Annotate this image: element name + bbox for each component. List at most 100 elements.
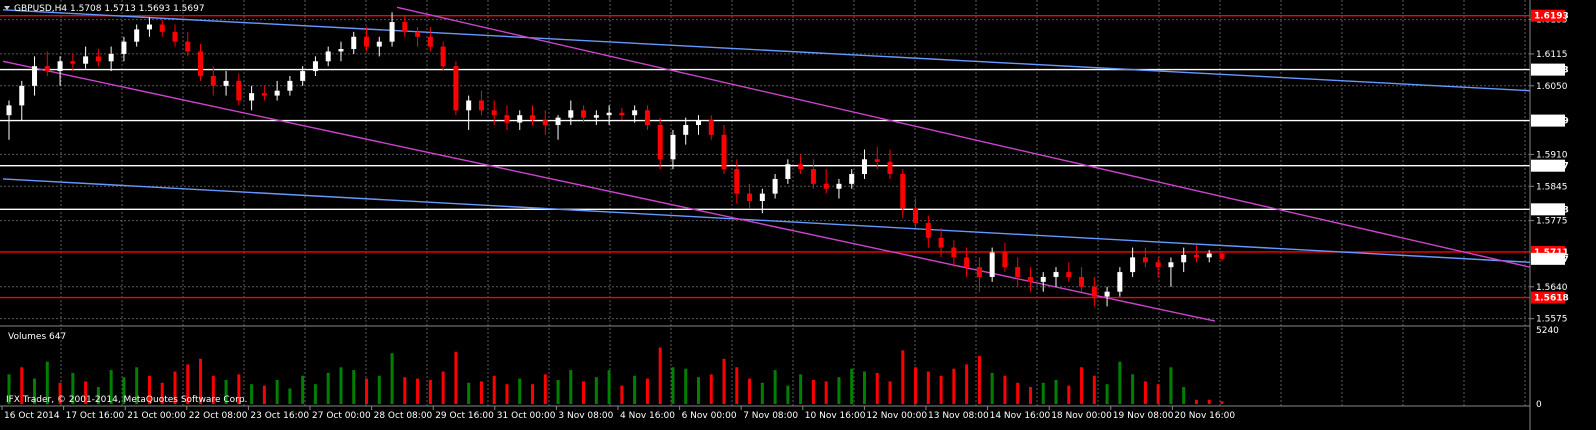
copyright-text: IFX Trader, © 2001-2014, MetaQuotes Soft… [6,395,247,405]
volume-bar [237,374,241,404]
candle-body [44,66,50,72]
candle-body [1181,254,1187,263]
time-label: 17 Oct 16:00 [66,411,125,421]
volume-bar [582,381,586,404]
candle-body [925,223,931,238]
volume-bar [262,385,266,404]
candle-body [19,85,25,106]
candle-body [440,46,446,67]
volume-bar [531,384,535,404]
price-badge-label: 1.6193 [1534,12,1569,22]
price-badge-label: 1.5798 [1534,205,1569,215]
price-badge-label: 1.5618 [1534,294,1569,304]
trendline-magenta-upper[interactable] [396,6,1531,268]
candle-body [683,125,689,135]
trendline-blue-upper[interactable] [2,9,1531,92]
candle-body [1027,276,1033,282]
candle-body [721,134,727,170]
trendline-magenta-lower[interactable] [2,60,1216,322]
candle-body [938,237,944,248]
candle-body [644,110,650,126]
volume-bar [773,370,777,404]
horizontal-levels[interactable] [0,14,1530,299]
price-tick-label: 1.5845 [1536,182,1568,192]
candle-body [964,257,970,268]
volume-bar [696,377,700,404]
candle-body [236,80,242,101]
volume-bar [1169,367,1173,404]
volume-bar [556,379,560,404]
price-badge [1531,9,1565,22]
candle-body [1040,276,1046,282]
volume-bar [926,371,930,404]
volume-bar [977,355,981,404]
candle-body [542,120,548,126]
volume-bar [786,385,790,404]
trendlines[interactable] [2,6,1531,322]
volume-bar [1182,387,1186,404]
volume-bar [1092,375,1096,404]
volume-bar [888,381,892,404]
candle-body [657,125,663,160]
time-label: 19 Nov 08:00 [1113,411,1174,421]
volume-bars [7,347,1224,404]
candle-body [619,112,625,116]
volume-bar [1220,401,1224,404]
candle-body [606,112,612,116]
time-label: 27 Oct 00:00 [312,411,371,421]
volume-bar [990,372,994,404]
price-badge [1531,159,1565,172]
candle-body [976,267,982,277]
trendline-blue-lower[interactable] [2,178,1531,263]
volume-bar [390,353,394,404]
volume-bar [594,377,598,404]
candle-body [312,61,318,72]
volume-bar [377,375,381,404]
volumes-label: Volumes 647 [8,332,66,342]
price-badge [1531,291,1565,304]
time-label: 10 Nov 16:00 [805,411,866,421]
time-axis[interactable]: 16 Oct 2014 17 Oct 16:00 21 Oct 00:00 22 Oc… [1,406,1235,421]
price-badge [1531,63,1565,76]
volume-bar [135,367,139,404]
candle-body [951,247,957,258]
candle-body [249,93,255,101]
candle-body [185,41,191,52]
volume-bar [709,374,713,404]
volume-bar [211,375,215,404]
volume-bar [965,364,969,404]
symbol-info: GBPUSD,H4 1.5708 1.5713 1.5693 1.5697 [14,4,205,14]
candle-body [134,29,140,42]
candle-body [772,178,778,194]
volume-bar [1080,367,1084,404]
volume-bar [543,374,547,404]
candle-body [427,36,433,47]
volume-bar [20,367,24,404]
time-label: 18 Nov 00:00 [1051,411,1112,421]
candle-body [823,183,829,189]
candle-body [836,183,842,189]
candle-body [581,110,587,118]
candle-body [887,161,893,175]
volume-bar [505,384,509,404]
price-tick-label: 1.5910 [1536,150,1568,160]
candle-body [989,252,995,277]
volume-bar [862,371,866,404]
candle-body [146,24,152,30]
candle-body [1066,272,1072,277]
candle-body [57,61,63,72]
time-label: 31 Oct 00:00 [497,411,556,421]
chart-menu-triangle-icon[interactable] [4,6,10,10]
volume-bar [875,372,879,404]
volume-bar [1143,381,1147,404]
volume-bar [645,378,649,404]
candle-body [1002,252,1008,268]
candle-body [670,134,676,160]
volume-bar [492,375,496,404]
volume-bar [326,372,330,404]
candle-body [861,159,867,175]
candle-body [1193,254,1199,258]
candle-body [70,61,76,64]
volume-bar [403,377,407,404]
